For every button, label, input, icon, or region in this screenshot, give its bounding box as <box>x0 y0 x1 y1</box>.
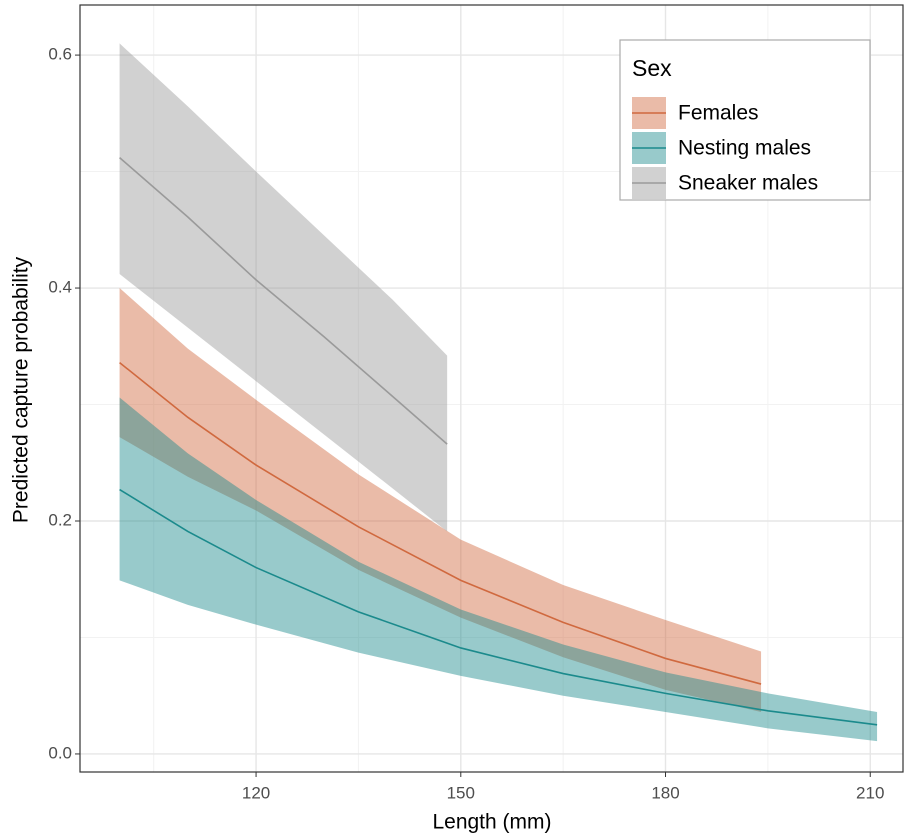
legend: Sex Females Nesting males Sneaker males <box>619 39 871 201</box>
confidence-band <box>119 397 878 742</box>
legend-label: Nesting males <box>678 137 811 160</box>
y-tick-label: 0.6 <box>48 45 72 64</box>
x-tick-label: 120 <box>242 783 270 802</box>
legend-label: Sneaker males <box>678 172 818 195</box>
x-tick-label: 180 <box>651 783 679 802</box>
x-tick-label: 150 <box>447 783 475 802</box>
line <box>119 156 448 445</box>
line <box>119 488 878 726</box>
y-tick-label: 0.2 <box>48 510 72 529</box>
legend-label: Females <box>678 102 759 125</box>
y-tick-label: 0.0 <box>48 743 72 762</box>
confidence-band <box>119 288 762 713</box>
line <box>119 361 762 685</box>
x-axis-title: Length (mm) <box>432 811 551 834</box>
legend-title: Sex <box>632 55 672 81</box>
y-tick-label: 0.4 <box>48 278 72 297</box>
legend-box <box>619 39 871 201</box>
y-axis-title: Predicted capture probability <box>10 256 33 523</box>
x-tick-label: 210 <box>856 783 884 802</box>
plot-border <box>79 4 904 773</box>
confidence-band <box>119 43 448 532</box>
